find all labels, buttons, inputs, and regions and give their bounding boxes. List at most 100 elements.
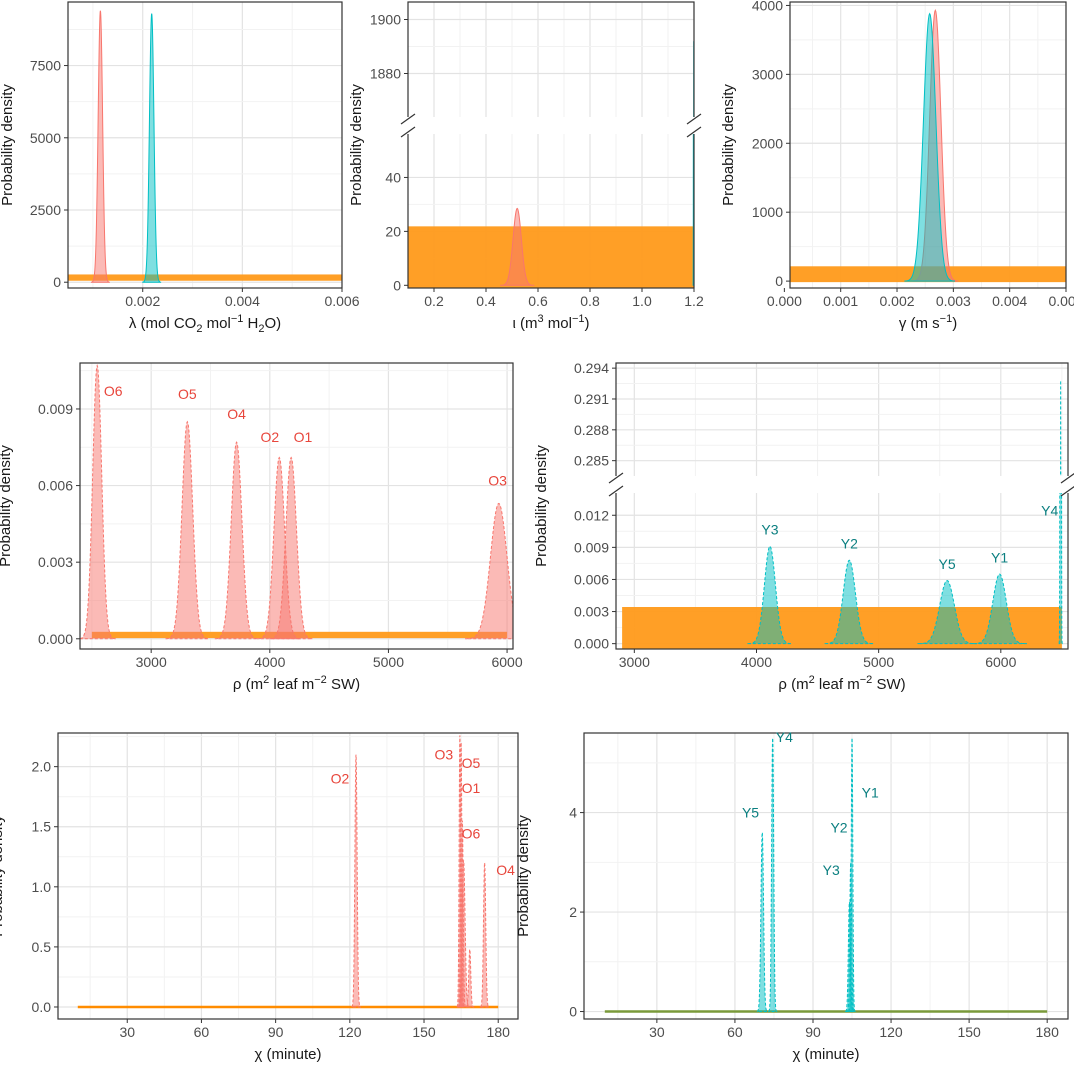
y-tick-label: 0.009 bbox=[574, 539, 609, 555]
y-tick-label: 0.000 bbox=[38, 631, 73, 647]
y-tick-label: 0 bbox=[569, 1004, 577, 1020]
x-tick-label: 3000 bbox=[136, 654, 167, 670]
peak-label-y4: Y4 bbox=[776, 729, 793, 745]
x-tick-label: 0.004 bbox=[225, 293, 260, 309]
density-extra bbox=[465, 947, 475, 1008]
x-tick-label: 0.006 bbox=[324, 293, 359, 309]
y-axis-title: Probability density bbox=[720, 84, 737, 206]
x-axis-title: ι (m3 mol−1) bbox=[512, 313, 589, 332]
x-tick-label: 30 bbox=[119, 1024, 135, 1040]
x-tick-label: 0.6 bbox=[528, 293, 548, 309]
density-o3 bbox=[465, 502, 513, 640]
axis-break-gap-left bbox=[402, 117, 412, 134]
y-tick-label: 0 bbox=[53, 274, 61, 290]
y-tick-label: 0.291 bbox=[574, 391, 609, 407]
x-tick-label: 0.4 bbox=[476, 293, 496, 309]
y-tick-label: 3000 bbox=[752, 66, 783, 82]
x-axis-title-part: 3 bbox=[537, 313, 543, 325]
plot-area bbox=[80, 363, 513, 649]
x-axis-title-part: mol bbox=[202, 315, 230, 332]
x-axis-title-part: SW) bbox=[872, 676, 905, 693]
axis-break-mark-left bbox=[608, 472, 624, 484]
x-axis-title: ρ (m2 leaf m−2 SW) bbox=[778, 674, 905, 693]
x-tick-label: 120 bbox=[879, 1024, 903, 1040]
peak-label-o2: O2 bbox=[260, 429, 279, 445]
x-tick-label: 90 bbox=[268, 1024, 284, 1040]
density-y4 bbox=[1058, 380, 1063, 645]
x-axis-title-part: ρ (m bbox=[778, 676, 808, 693]
x-axis-title-part: −1 bbox=[572, 313, 585, 325]
plot-area bbox=[790, 2, 1066, 288]
peak-label-y2: Y2 bbox=[830, 819, 847, 835]
density-o5 bbox=[165, 420, 210, 640]
density-y3 bbox=[844, 902, 855, 1013]
x-tick-label: 150 bbox=[412, 1024, 436, 1040]
y-tick-label: 0.006 bbox=[38, 478, 73, 494]
y-tick-label: 2000 bbox=[752, 135, 783, 151]
y-tick-label: 0 bbox=[775, 273, 783, 289]
plot-area bbox=[58, 733, 518, 1019]
plot-area bbox=[616, 363, 1068, 649]
y-tick-label: 1900 bbox=[370, 12, 401, 28]
peak-label-o1: O1 bbox=[294, 429, 313, 445]
y-axis-title: Probability density bbox=[0, 815, 6, 937]
plot-background bbox=[68, 2, 342, 288]
x-tick-label: 120 bbox=[338, 1024, 362, 1040]
y-tick-label: 0.294 bbox=[574, 360, 609, 376]
peak-label-o4: O4 bbox=[227, 406, 246, 422]
x-tick-label: 4000 bbox=[254, 654, 285, 670]
x-tick-label: 0.005 bbox=[1048, 293, 1074, 309]
y-tick-label: 0.0 bbox=[32, 999, 52, 1015]
density-o2 bbox=[351, 754, 361, 1008]
y-tick-label: 0.288 bbox=[574, 422, 609, 438]
y-axis-title: Probability density bbox=[515, 815, 532, 937]
x-axis-title-part: ι (m bbox=[512, 315, 537, 332]
density-y5 bbox=[917, 579, 977, 645]
panel-border bbox=[67, 1, 343, 289]
x-axis-title-part: γ (m s bbox=[899, 315, 940, 332]
density-y3 bbox=[747, 545, 793, 645]
x-tick-label: 30 bbox=[649, 1024, 665, 1040]
density-y1 bbox=[972, 573, 1027, 645]
x-axis-title-part: mol bbox=[544, 315, 572, 332]
y-axis-title: Probability density bbox=[533, 445, 550, 567]
y-tick-label: 0.000 bbox=[574, 636, 609, 652]
y-tick-label: 40 bbox=[385, 169, 401, 185]
peak-label-y5: Y5 bbox=[938, 556, 955, 572]
axis-break-mark-left bbox=[400, 113, 416, 125]
x-tick-label: 5000 bbox=[863, 654, 894, 670]
panel-border bbox=[789, 1, 1067, 289]
y-axis-title: Probability density bbox=[0, 445, 14, 567]
prior-band bbox=[408, 226, 694, 288]
x-tick-label: 90 bbox=[805, 1024, 821, 1040]
x-tick-label: 0.2 bbox=[424, 293, 444, 309]
axis-break-mark-right bbox=[1060, 472, 1074, 484]
peak-label-o5: O5 bbox=[178, 386, 197, 402]
plot-area bbox=[408, 2, 694, 288]
x-tick-label: 6000 bbox=[491, 654, 522, 670]
peak-label-o2: O2 bbox=[331, 770, 350, 786]
y-tick-label: 0.003 bbox=[574, 604, 609, 620]
x-tick-label: 4000 bbox=[741, 654, 772, 670]
x-axis-title-part: λ (mol CO bbox=[129, 315, 197, 332]
x-axis-title-part: leaf m bbox=[815, 676, 860, 693]
x-tick-label: 60 bbox=[727, 1024, 743, 1040]
x-axis-title: γ (m s−1) bbox=[899, 313, 957, 332]
y-axis-title: Probability density bbox=[0, 84, 16, 206]
x-tick-label: 0.8 bbox=[580, 293, 600, 309]
peak-label-o5: O5 bbox=[462, 755, 481, 771]
x-tick-label: 0.003 bbox=[936, 293, 971, 309]
density-o4 bbox=[479, 862, 490, 1008]
peak-label-y1: Y1 bbox=[991, 549, 1008, 565]
panel-border bbox=[57, 732, 519, 1020]
y-tick-label: 5000 bbox=[30, 130, 61, 146]
x-axis-title-part: χ (minute) bbox=[254, 1046, 321, 1063]
y-tick-label: 0.285 bbox=[574, 453, 609, 469]
y-tick-label: 20 bbox=[385, 223, 401, 239]
x-tick-label: 0.002 bbox=[879, 293, 914, 309]
y-tick-label: 1000 bbox=[752, 204, 783, 220]
y-tick-label: 0.009 bbox=[38, 401, 73, 417]
y-tick-label: 0.003 bbox=[38, 554, 73, 570]
axis-break-mark-right bbox=[686, 113, 702, 125]
density-old bbox=[90, 10, 110, 283]
